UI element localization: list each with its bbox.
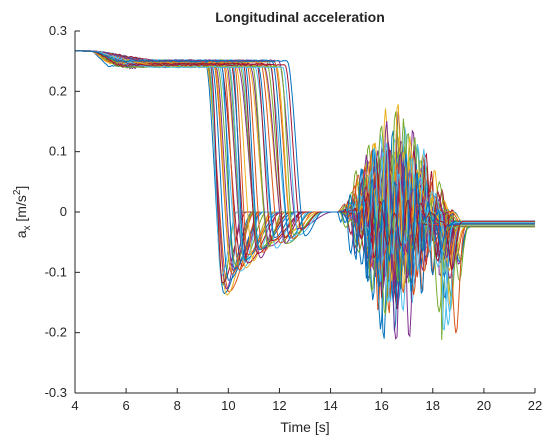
- y-axis-label-sub: x: [22, 226, 33, 231]
- axes-layer: [74, 30, 536, 394]
- series-line: [74, 50, 535, 315]
- x-tick-label: 18: [426, 398, 440, 413]
- x-tick-label: 6: [122, 398, 129, 413]
- x-tick-label: 16: [374, 398, 388, 413]
- y-tick-label: 0.3: [49, 23, 67, 38]
- x-axis-label: Time [s]: [280, 419, 329, 435]
- y-axis-label-unit-sup: 2: [12, 189, 23, 195]
- y-tick-label: -0.1: [45, 264, 67, 279]
- y-axis-label-unit-close: ]: [13, 186, 29, 190]
- x-tick-label: 4: [71, 398, 78, 413]
- series-line: [75, 50, 535, 237]
- x-tick-label: 8: [174, 398, 181, 413]
- y-tick-labels: -0.3 -0.2 -0.1 0 0.1 0.2 0.3: [45, 23, 67, 400]
- y-tick-label: 0.2: [49, 83, 67, 98]
- series-layer: [74, 50, 535, 340]
- x-tick-label: 14: [323, 398, 337, 413]
- x-tick-labels: 4 6 8 10 12 14 16 18 20 22: [71, 398, 542, 413]
- y-axis-label-base: a: [13, 230, 29, 238]
- series-line: [75, 50, 535, 331]
- y-tick-label: -0.2: [45, 325, 67, 340]
- x-tick-label: 12: [272, 398, 286, 413]
- x-tick-label: 10: [221, 398, 235, 413]
- y-tick-label: 0.1: [49, 144, 67, 159]
- chart-title: Longitudinal acceleration: [215, 9, 385, 25]
- y-tick-label: 0: [60, 204, 67, 219]
- y-axis-label-unit-open: [m/s: [13, 195, 29, 225]
- series-line: [74, 50, 535, 271]
- y-axis-label: ax [m/s2]: [12, 186, 33, 239]
- x-tick-label: 22: [528, 398, 542, 413]
- y-tick-label: -0.3: [45, 385, 67, 400]
- x-tick-label: 20: [477, 398, 491, 413]
- series-line: [75, 50, 535, 292]
